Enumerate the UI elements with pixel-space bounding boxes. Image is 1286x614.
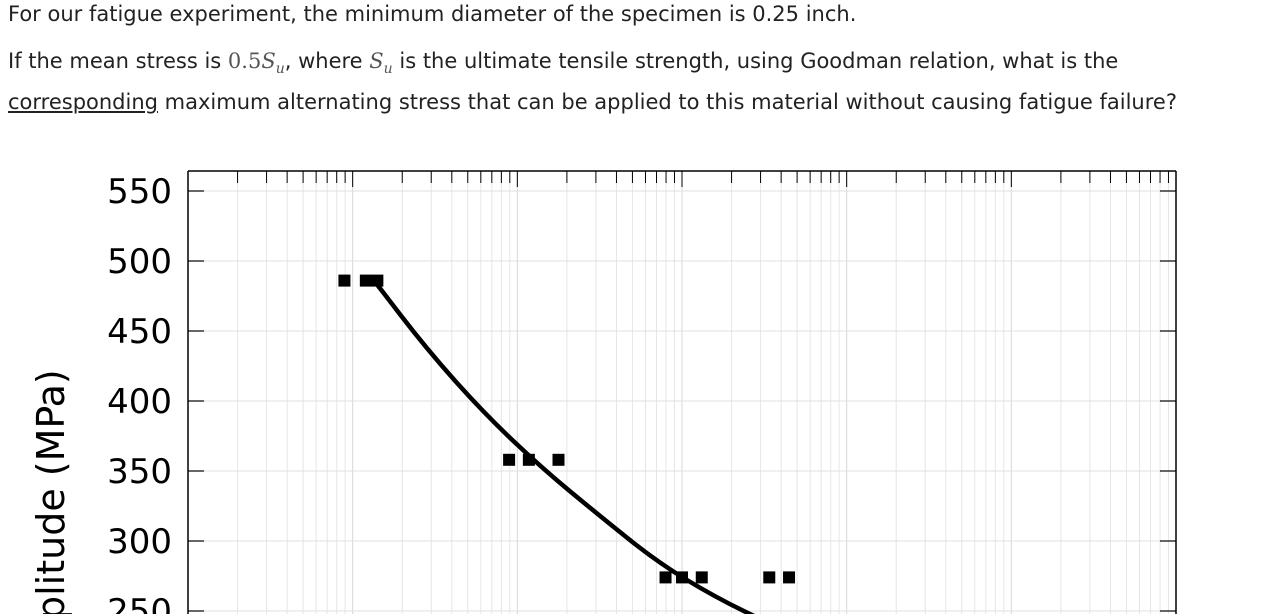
math-expression-su: Su — [369, 49, 392, 77]
math-expression-mean-stress: 0.5Su — [227, 49, 285, 77]
y-tick-label: 250 — [107, 592, 172, 614]
data-point — [763, 571, 776, 584]
y-tick-label: 350 — [107, 452, 172, 492]
data-point — [659, 571, 672, 584]
data-point — [371, 274, 384, 287]
math-coefficient: 0.5 — [227, 49, 262, 73]
data-point — [552, 453, 565, 466]
data-point — [783, 571, 796, 584]
question-line-1: For our fatigue experiment, the minimum … — [8, 2, 857, 26]
data-point — [695, 571, 708, 584]
sn-curve-chart: 550 500 450 400 350 300 250 plitude (MPa) — [29, 170, 1177, 614]
data-point — [522, 453, 535, 466]
data-point — [676, 571, 688, 584]
math-variable-s: S — [261, 49, 276, 73]
math-subscript-u: u — [383, 61, 393, 78]
underlined-word: corresponding — [8, 90, 158, 114]
text-segment: maximum alternating stress that can be a… — [157, 90, 1177, 114]
question-line-3: corresponding maximum alternating stress… — [8, 90, 1177, 114]
y-tick-label: 450 — [107, 312, 172, 352]
data-point — [359, 274, 372, 287]
math-subscript-u: u — [275, 61, 285, 78]
text-segment: If the mean stress is — [8, 49, 228, 73]
y-tick-label: 400 — [107, 382, 172, 422]
data-point — [338, 274, 351, 287]
y-tick-labels: 550 500 450 400 350 300 250 — [107, 172, 172, 614]
chart-ticks — [187, 171, 1176, 612]
chart-grid — [187, 171, 1176, 614]
text-segment: is the ultimate tensile strength, using … — [392, 49, 1119, 73]
data-points-layer — [338, 274, 796, 584]
y-axis-label: plitude (MPa) — [29, 369, 73, 614]
question-line-2: If the mean stress is 0.5Su, where Su is… — [8, 49, 1119, 77]
y-tick-label: 500 — [107, 242, 172, 282]
y-tick-label: 550 — [107, 172, 172, 212]
text-segment: , where — [284, 49, 370, 73]
data-point — [503, 453, 516, 466]
y-tick-label: 300 — [107, 522, 172, 562]
math-variable-s: S — [369, 49, 384, 73]
